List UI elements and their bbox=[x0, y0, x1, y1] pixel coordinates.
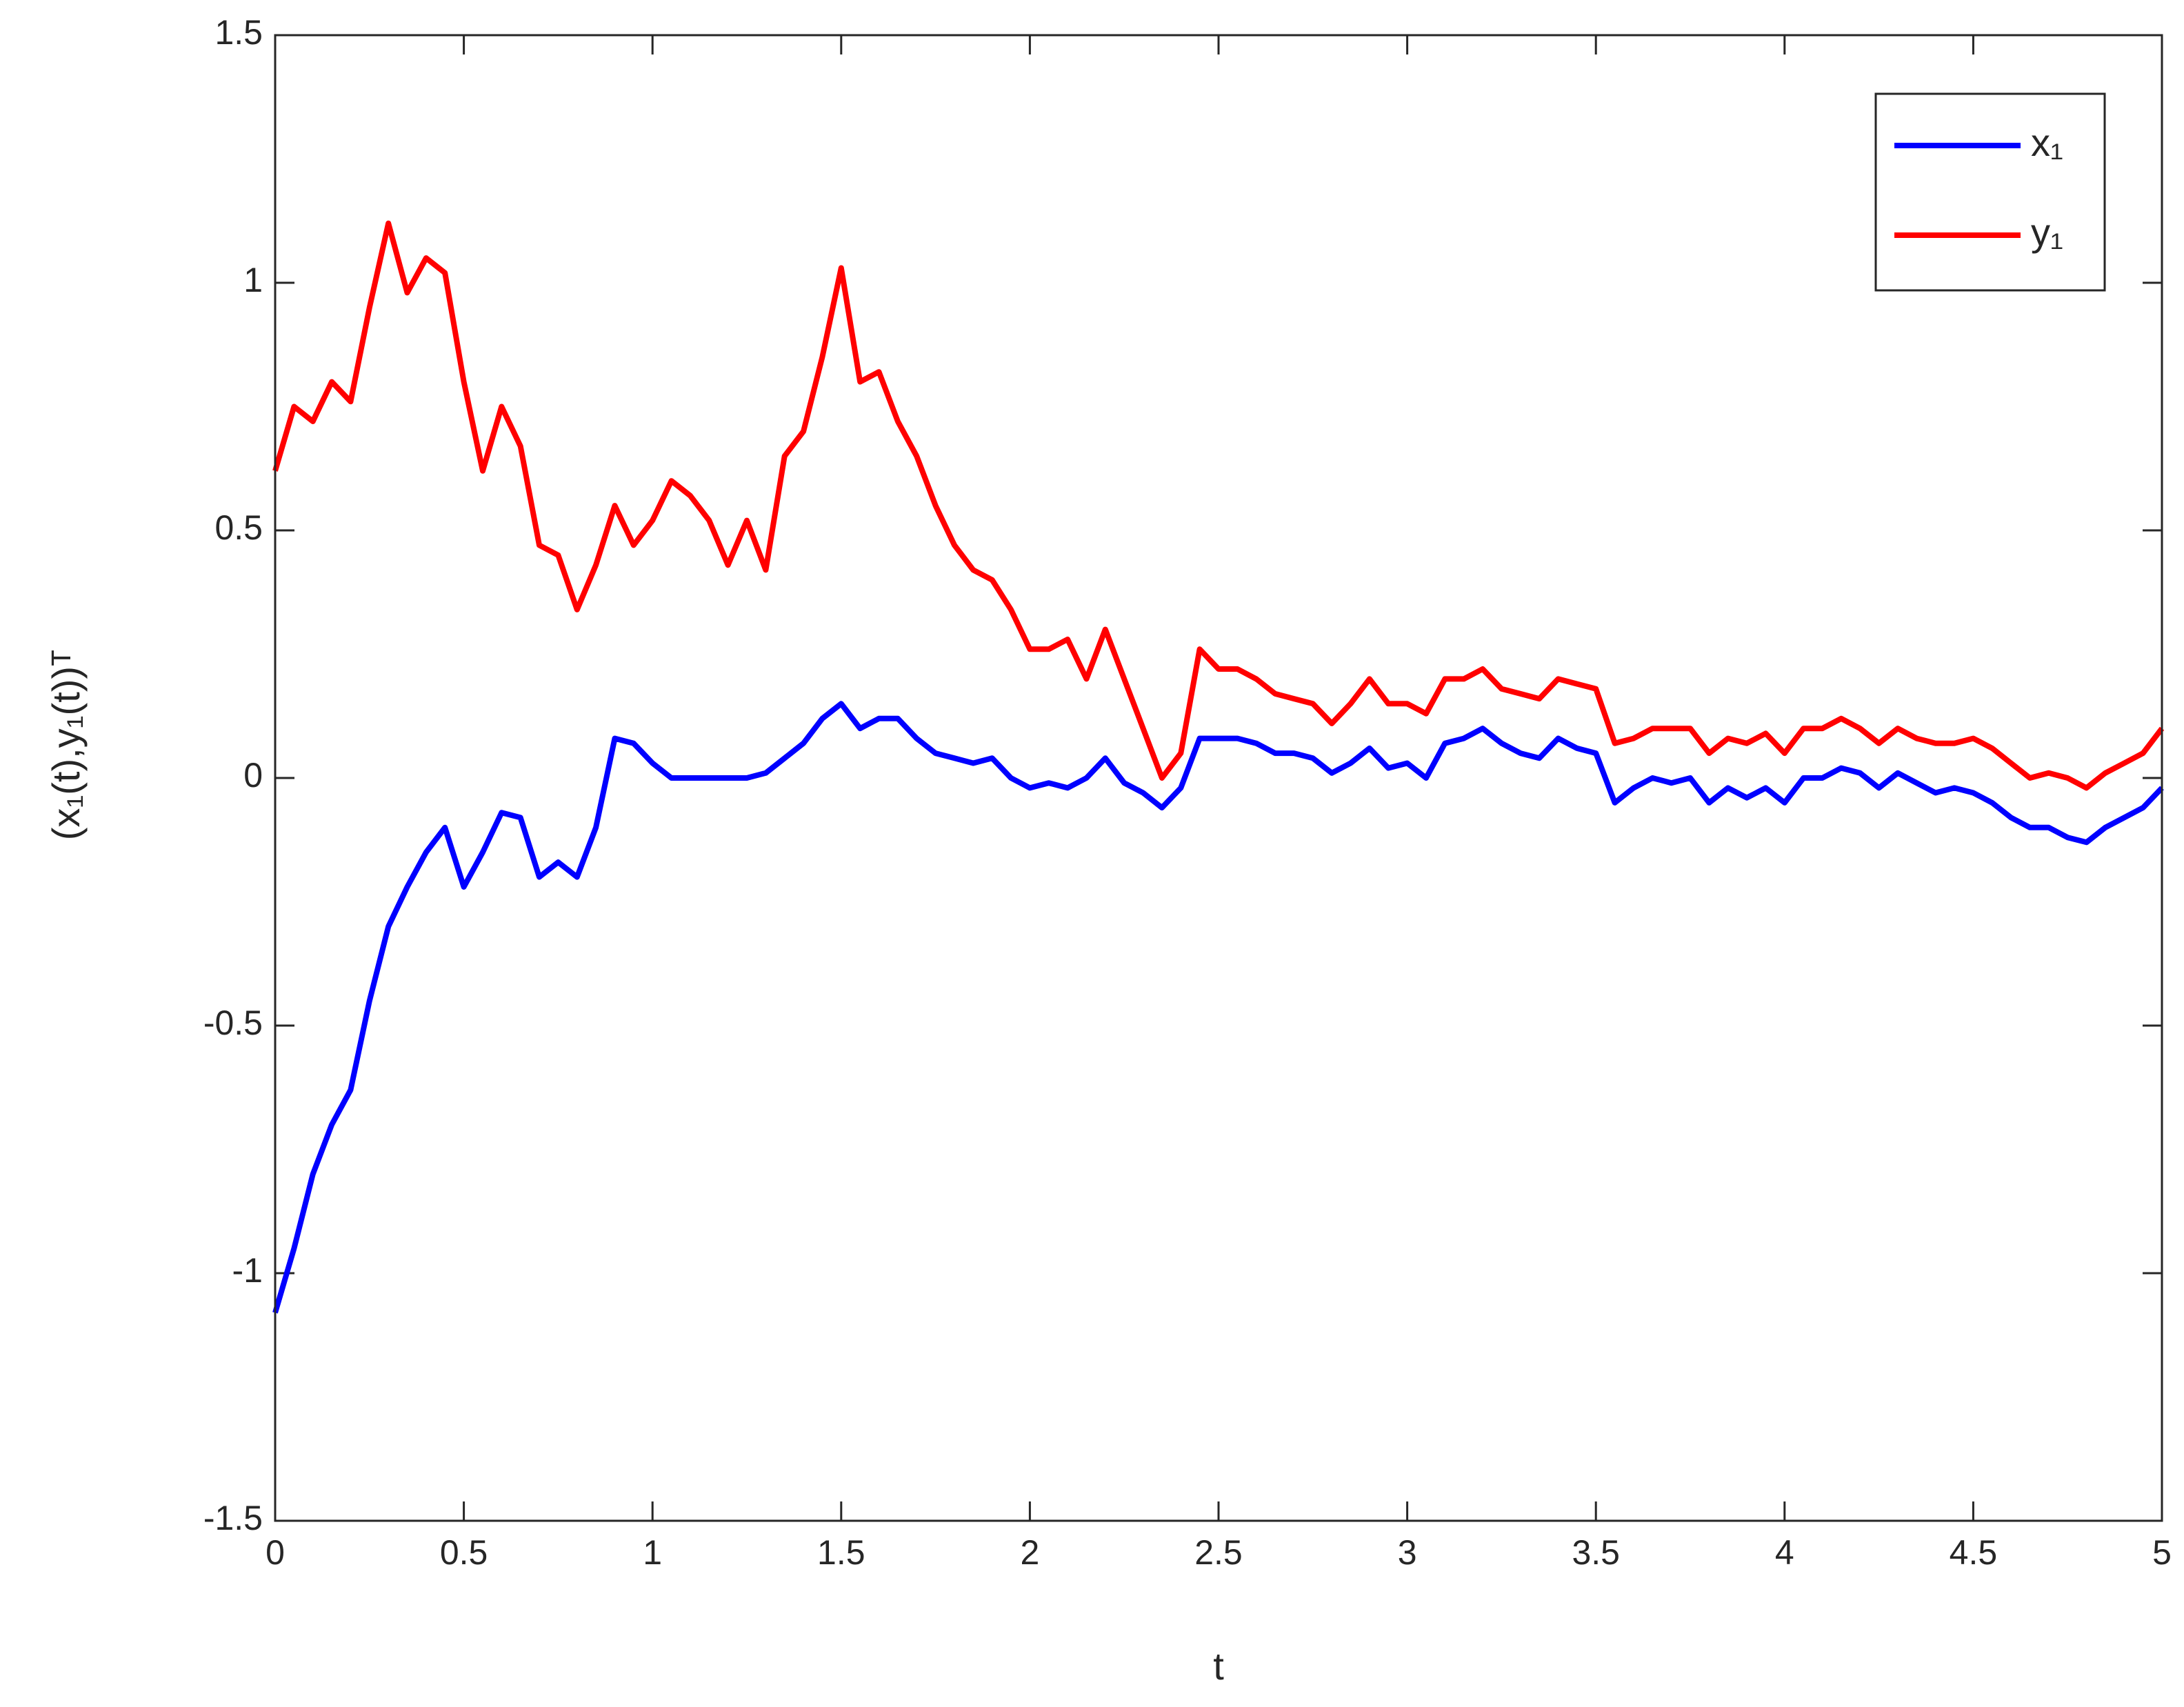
legend-label: x₁ bbox=[2031, 121, 2063, 164]
x-tick-label: 3 bbox=[1398, 1533, 1417, 1572]
data-line bbox=[272, 701, 2164, 1314]
plot-frame bbox=[274, 34, 2163, 1522]
x-tick-label: 4.5 bbox=[1950, 1533, 1998, 1572]
y-axis-label: (x₁(t),y₁(t))ᵀ bbox=[44, 650, 88, 841]
x-tick-label: 1.5 bbox=[817, 1533, 865, 1572]
y-tick-label: -1.5 bbox=[203, 1499, 263, 1537]
y-tick-label: 0 bbox=[243, 756, 263, 795]
x-tick-label: 0 bbox=[266, 1533, 285, 1572]
data-line bbox=[272, 220, 2165, 791]
legend-box bbox=[1874, 92, 2106, 292]
y-tick-label: 1.5 bbox=[214, 13, 263, 52]
x-tick-label: 5 bbox=[2152, 1533, 2172, 1572]
x-tick-label: 1 bbox=[643, 1533, 662, 1572]
y-tick-label: 1 bbox=[243, 261, 263, 299]
x-axis-label: t bbox=[1213, 1644, 1224, 1688]
x-tick-label: 2.5 bbox=[1194, 1533, 1243, 1572]
x-tick-label: 3.5 bbox=[1572, 1533, 1620, 1572]
x-tick-label: 2 bbox=[1020, 1533, 1039, 1572]
legend-label: y₁ bbox=[2031, 210, 2063, 254]
x-tick-label: 0.5 bbox=[440, 1533, 488, 1572]
y-tick-label: 0.5 bbox=[214, 508, 263, 547]
y-tick-label: -0.5 bbox=[203, 1004, 263, 1042]
y-tick-label: -1 bbox=[232, 1251, 263, 1290]
x-tick-label: 4 bbox=[1775, 1533, 1794, 1572]
